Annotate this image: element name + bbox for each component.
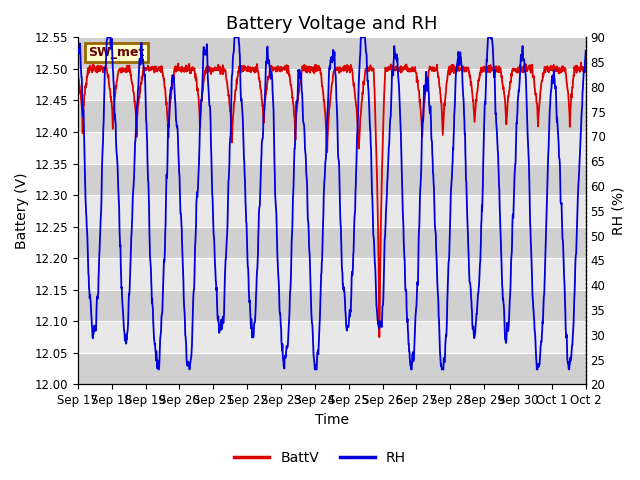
Text: SW_met: SW_met [88, 46, 145, 59]
X-axis label: Time: Time [315, 413, 349, 427]
Bar [78, 321, 586, 353]
Bar [78, 353, 586, 384]
Bar [78, 100, 586, 132]
Title: Battery Voltage and RH: Battery Voltage and RH [226, 15, 438, 33]
Bar [78, 37, 586, 69]
Bar [78, 258, 586, 290]
Legend: BattV, RH: BattV, RH [229, 445, 411, 471]
Bar [78, 227, 586, 258]
Y-axis label: RH (%): RH (%) [611, 187, 625, 235]
Bar [78, 290, 586, 321]
Bar [78, 195, 586, 227]
Bar [78, 69, 586, 100]
Bar [78, 132, 586, 164]
Y-axis label: Battery (V): Battery (V) [15, 173, 29, 249]
Bar [78, 164, 586, 195]
